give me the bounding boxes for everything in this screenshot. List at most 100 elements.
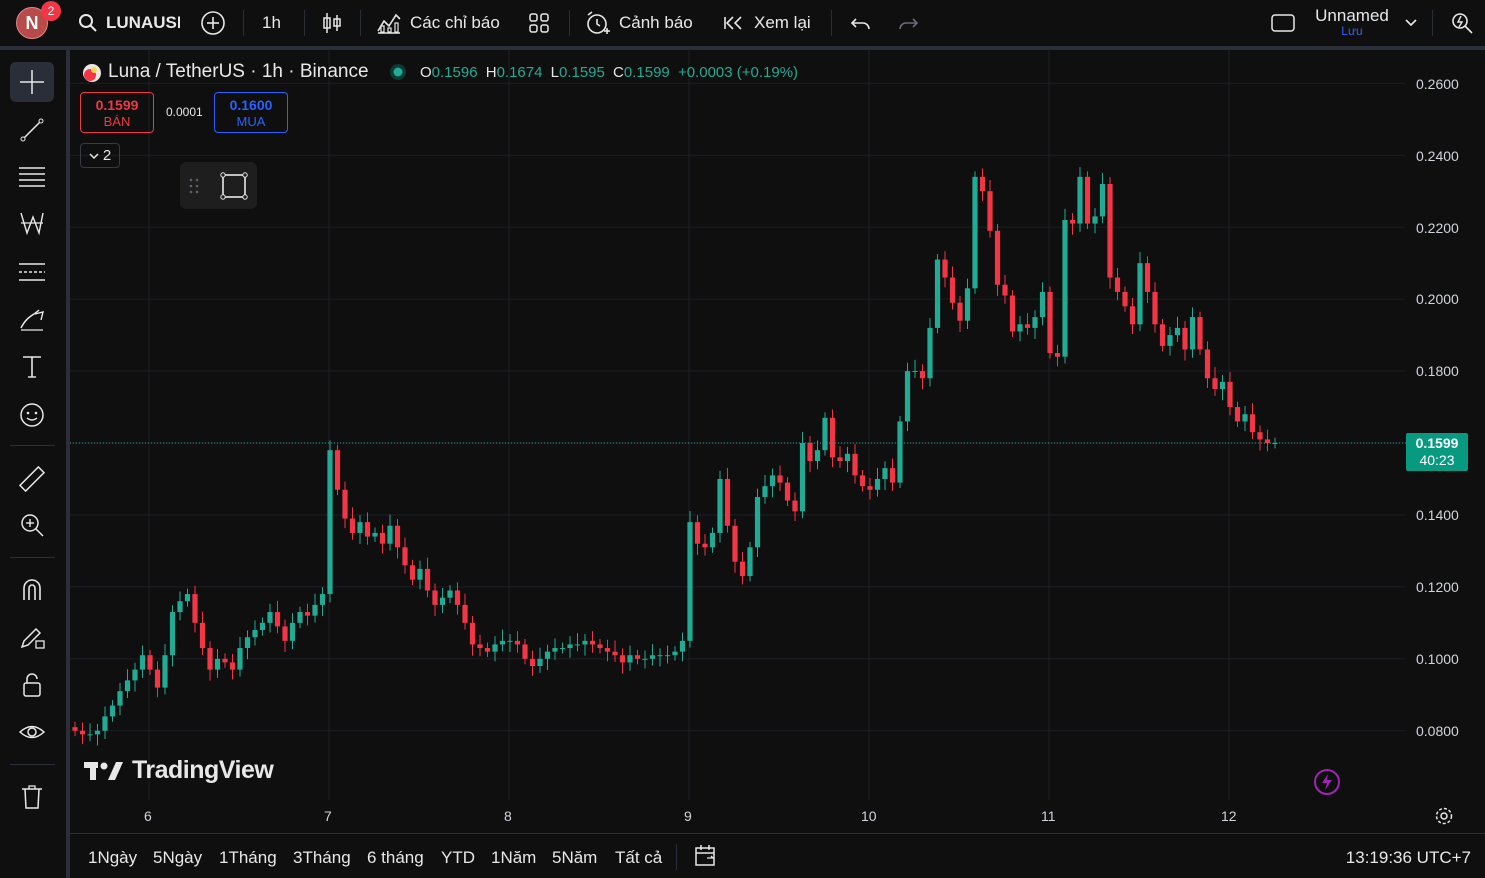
candle-body: [657, 655, 663, 657]
candle-body: [754, 496, 761, 548]
candle-body: [642, 658, 648, 660]
candle-body: [252, 630, 258, 638]
grid-icon: [529, 13, 549, 33]
low-value: 0.1595: [558, 64, 605, 81]
indicators-button[interactable]: Các chỉ báo: [376, 0, 500, 46]
trend-line-tool[interactable]: [10, 110, 54, 150]
zoom-tool[interactable]: [10, 505, 54, 545]
templates-button[interactable]: [528, 0, 550, 46]
candle-body: [1174, 327, 1181, 336]
compare-add-button[interactable]: [200, 0, 226, 46]
candle-body: [117, 691, 123, 706]
candle-body: [807, 443, 813, 461]
pattern-icon: [20, 212, 44, 236]
range-ytd[interactable]: YTD: [441, 848, 475, 867]
magnet-tool[interactable]: [10, 570, 54, 610]
date-range-icon[interactable]: [693, 844, 719, 868]
candle-body: [477, 644, 483, 649]
candle-body: [844, 453, 851, 461]
candle-body: [1144, 263, 1151, 292]
candle-body: [672, 651, 678, 656]
symbol-search[interactable]: LUNAUSDT: [78, 0, 180, 46]
candle-body: [829, 417, 836, 458]
text-tool[interactable]: [10, 347, 54, 387]
replay-button[interactable]: Xem lại: [722, 0, 811, 46]
candle-body: [574, 644, 581, 646]
buy-button[interactable]: 0.1600 MUA: [214, 92, 288, 133]
range-1d[interactable]: 1Ngày: [88, 848, 138, 867]
horizontal-lines-icon: [19, 167, 45, 187]
lightning-icon[interactable]: [1313, 768, 1341, 796]
stay-in-drawing-tool[interactable]: [10, 617, 54, 657]
chart-type-button[interactable]: [320, 0, 344, 46]
range-all[interactable]: Tất cả: [615, 848, 663, 867]
candle-body: [694, 522, 701, 544]
range-1m[interactable]: 1Tháng: [219, 848, 277, 867]
pattern-tool[interactable]: [10, 204, 54, 244]
candle-body: [1257, 432, 1263, 440]
lock-drawings-tool[interactable]: [10, 665, 54, 705]
candle-body: [814, 450, 821, 461]
candle-body: [372, 532, 378, 537]
trend-line-icon: [20, 118, 44, 142]
candle-body: [1047, 291, 1053, 354]
candle-body: [964, 288, 971, 321]
price-axis-label: 0.2200: [1416, 220, 1459, 236]
clock-timezone[interactable]: 13:19:36 UTC+7: [1345, 848, 1471, 867]
price-axis-label: 0.1400: [1416, 507, 1459, 523]
tradingview-logo-icon: [84, 761, 123, 780]
ruler-tool[interactable]: [10, 459, 54, 499]
magnet-icon: [23, 579, 41, 600]
tradingview-watermark[interactable]: TradingView: [84, 756, 274, 785]
candle-body: [537, 658, 543, 667]
rectangle-select-icon[interactable]: [218, 170, 250, 202]
undo-button[interactable]: [850, 0, 872, 46]
candle-body: [949, 277, 956, 303]
sell-button[interactable]: 0.1599 BÁN: [80, 92, 154, 133]
alarm-clock-icon: [587, 11, 610, 34]
chart-pane[interactable]: [70, 50, 1485, 833]
price-chart[interactable]: [70, 50, 1485, 833]
candle-body: [867, 486, 873, 490]
alerts-button[interactable]: Cảnh báo: [585, 0, 693, 46]
candle-body: [1122, 291, 1128, 307]
candle-body: [709, 532, 716, 548]
time-axis-label: 10: [861, 808, 877, 824]
interval-button[interactable]: 1h: [262, 0, 281, 46]
indicators-collapse-button[interactable]: 2: [80, 143, 120, 168]
prediction-tool[interactable]: [10, 252, 54, 292]
market-status-icon[interactable]: [389, 63, 407, 81]
hide-drawings-tool[interactable]: [10, 712, 54, 752]
last-price-value: 0.1599: [1415, 435, 1459, 451]
drag-handle-icon[interactable]: [189, 177, 199, 195]
range-5d[interactable]: 5Ngày: [153, 848, 203, 867]
candle-body: [154, 669, 161, 688]
brush-tool[interactable]: [10, 300, 54, 340]
candle-body: [432, 590, 438, 605]
unlock-icon: [23, 673, 41, 697]
redo-button[interactable]: [897, 0, 919, 46]
trash-icon: [22, 785, 42, 809]
candle-body: [1092, 216, 1098, 224]
crosshair-tool[interactable]: [10, 62, 54, 102]
fib-tool[interactable]: [10, 157, 54, 197]
range-3m[interactable]: 3Tháng: [293, 848, 351, 867]
symbol-title[interactable]: Luna / TetherUS · 1h · Binance: [108, 61, 369, 82]
candle-body: [454, 590, 461, 605]
range-5y[interactable]: 5Năm: [552, 848, 598, 867]
time-axis-label: 9: [684, 808, 692, 824]
layout-name-button[interactable]: Unnamed Lưu: [1314, 6, 1390, 38]
plus-circle-icon: [201, 11, 225, 35]
quick-search-button[interactable]: [1450, 0, 1474, 46]
range-6m[interactable]: 6 tháng: [367, 848, 424, 867]
emoji-tool[interactable]: [10, 395, 54, 435]
remove-drawings-tool[interactable]: [10, 777, 54, 817]
settings-gear-icon[interactable]: [1433, 805, 1455, 827]
candle-body: [192, 594, 198, 623]
layout-dropdown[interactable]: [1404, 0, 1418, 46]
time-axis-label: 7: [324, 808, 332, 824]
candle-body: [717, 478, 723, 533]
range-1y[interactable]: 1Năm: [491, 848, 537, 867]
candle-body: [522, 644, 528, 659]
layout-toggle[interactable]: [1270, 0, 1296, 46]
